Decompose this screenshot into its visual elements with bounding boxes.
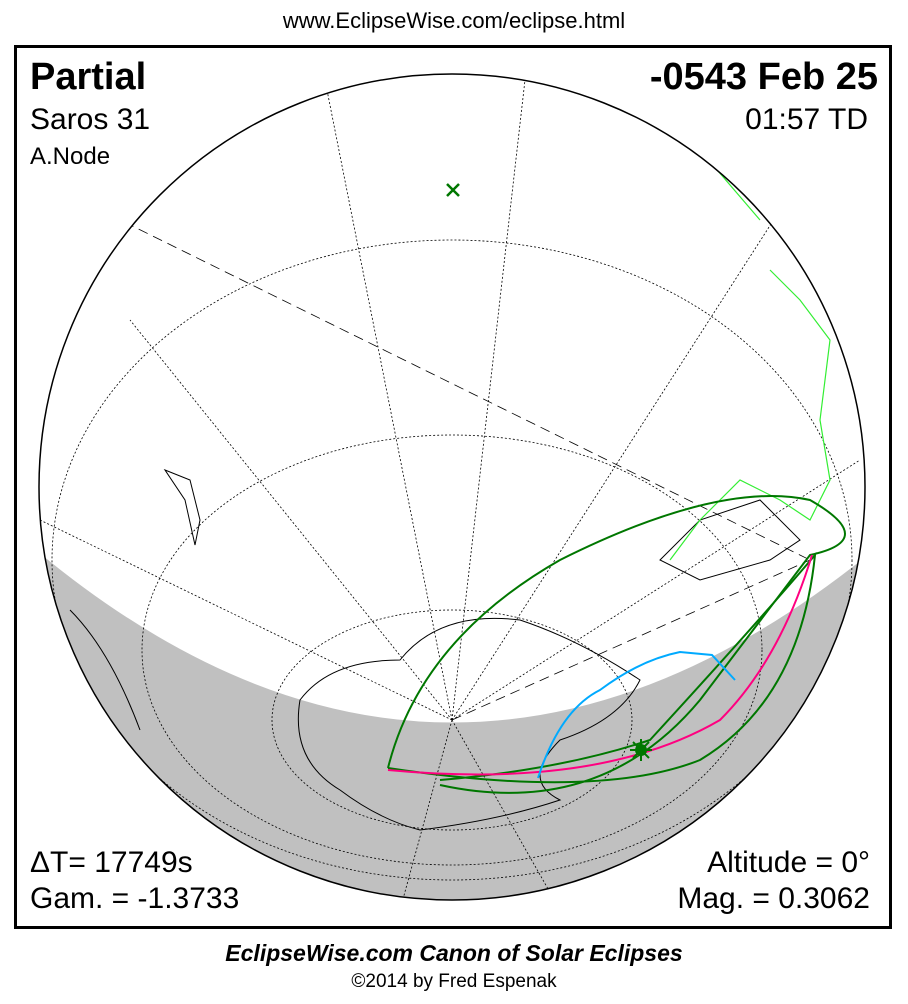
gamma: Gam. = -1.3733 <box>30 882 240 915</box>
map-frame <box>14 45 892 929</box>
eclipse-date: -0543 Feb 25 <box>649 56 878 98</box>
saros-number: Saros 31 <box>30 103 151 136</box>
northern-penumbra-limit <box>387 495 846 794</box>
node: A.Node <box>30 143 111 170</box>
eclipse-curves <box>387 495 846 794</box>
delta-t: ΔT= 17749s <box>30 846 193 879</box>
greatest-eclipse-star-icon <box>630 739 652 761</box>
magnitude: Mag. = 0.3062 <box>677 882 870 915</box>
altitude: Altitude = 0° <box>707 846 870 879</box>
maximum-eclipse-curve <box>387 554 813 776</box>
ecliptic-axis <box>109 214 811 721</box>
eclipse-time: 01:57 TD <box>745 103 868 136</box>
eclipse-type: Partial <box>30 56 147 98</box>
globe-limb <box>38 73 866 901</box>
pole-cross-icon <box>446 183 460 197</box>
rise-set-curve <box>537 650 736 779</box>
footer-title: EclipseWise.com Canon of Solar Eclipses <box>225 940 683 966</box>
footer-copyright: ©2014 by Fred Espenak <box>351 971 557 992</box>
southern-penumbra-limit <box>387 551 817 784</box>
source-url: www.EclipseWise.com/eclipse.html <box>282 8 626 33</box>
